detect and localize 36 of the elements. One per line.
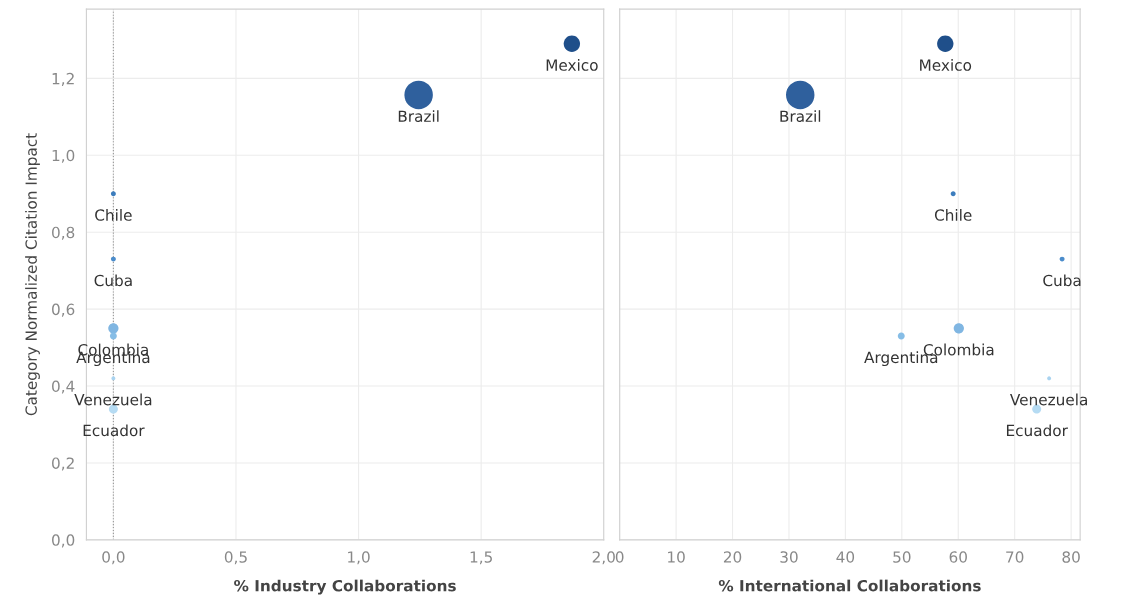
x-tick-label: 60: [949, 551, 967, 563]
x-tick-label: 70: [1006, 551, 1024, 563]
y-tick-label: 0,8: [52, 226, 75, 240]
annotation: Brazil: [780, 110, 821, 123]
y-tick-label: 0,0: [52, 534, 75, 548]
annotation: Venezuela: [74, 393, 152, 406]
y-tick-label: 1,2: [52, 72, 74, 86]
x-tick-label: 0: [615, 551, 624, 563]
x-tick-label: 0,5: [224, 551, 247, 565]
y-tick-label: 0,2: [52, 457, 74, 471]
x-tick-label: 80: [1062, 551, 1080, 563]
annotation: Ecuador: [83, 424, 145, 437]
annotation: Chile: [95, 209, 132, 221]
annotation: Mexico: [546, 59, 598, 71]
x-tick-label: 30: [780, 551, 798, 563]
x-tick-label: 0,0: [102, 551, 125, 565]
annotation: Venezuela: [1010, 393, 1087, 406]
annotation: Cuba: [94, 274, 132, 287]
x-axis-title: % Industry Collaborations: [234, 579, 456, 595]
annotation: Cuba: [1043, 274, 1081, 287]
x-axis-title: % International Collaborations: [718, 579, 981, 592]
y-axis-title: Category Normalized Citation Impact: [25, 133, 40, 416]
x-tick-label: 20: [723, 551, 742, 563]
y-tick-label: 0,4: [52, 380, 75, 394]
x-tick-label: 1,5: [470, 551, 492, 565]
x-tick-label: 10: [668, 551, 685, 563]
x-tick-label: 1,0: [348, 551, 370, 565]
x-tick-label: 50: [893, 551, 911, 563]
y-tick-label: 1,0: [52, 149, 75, 163]
y-tick-label: 0,6: [52, 303, 75, 317]
x-tick-label: 40: [836, 551, 855, 563]
annotation: Mexico: [920, 59, 972, 71]
annotation: Ecuador: [1006, 424, 1068, 437]
x-tick-label: 2,0: [592, 551, 615, 565]
annotation: Brazil: [398, 110, 439, 123]
annotation: Chile: [934, 209, 972, 221]
